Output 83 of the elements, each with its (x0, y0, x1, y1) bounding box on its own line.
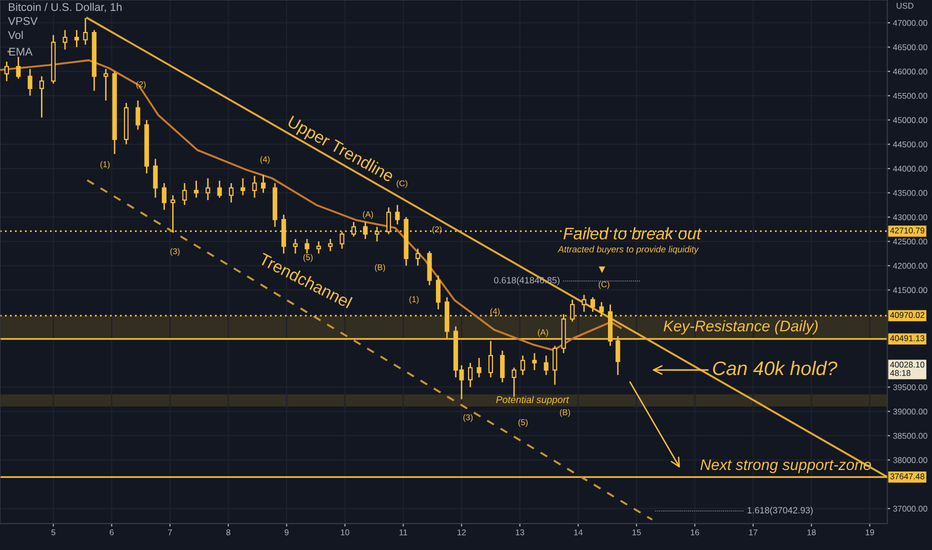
candlestick (74, 29, 79, 48)
y-tick-label: 42500.00 (893, 238, 928, 244)
annotation: (4) (490, 308, 500, 316)
annotation: (A) (538, 329, 548, 337)
annotation: Can 40k hold? (713, 360, 838, 376)
x-tick-label: 12 (458, 529, 466, 536)
annotation: (C) (598, 281, 610, 289)
candlestick (153, 158, 158, 198)
y-tick-label: 46000.00 (893, 68, 928, 74)
x-tick-label: 5 (51, 529, 56, 536)
text: 40028.10 (890, 362, 924, 368)
y-tick-label: 38000.00 (893, 457, 928, 464)
annotation: (1) (100, 161, 110, 169)
candlestick (194, 180, 199, 198)
annotation: (B) (374, 264, 386, 272)
x-tick-label: 7 (168, 529, 172, 536)
y-tick-label: 43000.00 (893, 214, 928, 220)
candlestick (217, 180, 222, 198)
x-tick-label: 16 (690, 529, 700, 536)
y-tick-label: 45000.00 (893, 117, 928, 124)
x-tick-label: 15 (632, 529, 641, 536)
annotation: (3) (463, 414, 473, 422)
candlestick (590, 296, 596, 313)
y-tick-label: 47000.00 (893, 20, 928, 26)
x-tick-label: 17 (749, 529, 758, 536)
candlestick (16, 56, 21, 80)
annotation: (3) (170, 248, 180, 256)
y-tick-label: 45500.00 (893, 92, 928, 99)
y-tick-label: 38500.00 (893, 432, 928, 439)
x-tick-label: 10 (340, 529, 350, 536)
ref-line-label: 40491.13 (890, 335, 924, 342)
candlestick (500, 350, 505, 383)
annotation: 1.618(37042.93) (748, 506, 813, 516)
y-tick-label: 41500.00 (893, 287, 928, 294)
y-axis-title: USD (896, 2, 914, 9)
candlestick (260, 174, 266, 194)
annotation: Attracted buyers to provide liquidity (558, 246, 699, 254)
candlestick (476, 357, 482, 378)
y-tick-label: 39500.00 (893, 384, 928, 390)
candlestick (532, 352, 537, 371)
y-tick-label: 44500.00 (893, 141, 928, 148)
annotation: (C) (396, 180, 408, 188)
y-tick-label: 39000.00 (893, 408, 928, 414)
candlestick (436, 274, 441, 310)
annotation: ▼ (598, 266, 606, 274)
y-tick-label: 46500.00 (893, 44, 928, 50)
candlestick (395, 204, 400, 226)
x-tick-label: 13 (516, 529, 524, 536)
x-tick-label: 6 (110, 529, 114, 536)
annotation: (1) (409, 296, 419, 304)
candlestick (304, 238, 310, 254)
x-tick-label: 14 (574, 529, 583, 536)
annotation: VPSV (8, 17, 38, 25)
y-tick-label: 43500.00 (893, 190, 928, 196)
ref-line-label: 37647.48 (890, 473, 924, 480)
band-label: Potential support (496, 396, 570, 406)
text: 48:18 (890, 370, 910, 376)
candlestick (162, 182, 166, 211)
candlestick (136, 100, 140, 130)
band-label: Key-Resistance (Daily) (664, 320, 818, 334)
y-tick-label: 37000.00 (893, 506, 928, 512)
annotation: (A) (362, 211, 374, 219)
annotation: Next strong support-zone (700, 459, 871, 474)
annotation: (5) (518, 419, 528, 427)
candlestick (28, 68, 32, 96)
x-tick-label: 11 (400, 529, 408, 536)
annotation: Vol (8, 30, 23, 39)
candlestick (552, 345, 558, 386)
ref-line-label: 40970.02 (890, 312, 924, 318)
candlestick (582, 294, 586, 313)
x-tick-label: 18 (807, 529, 816, 536)
annotation: (4) (260, 156, 270, 164)
chart-title: Bitcoin / U.S. Dollar, 1h (8, 2, 122, 12)
y-tick-label: 44000.00 (893, 166, 928, 172)
candlestick (544, 354, 548, 376)
candlestick (240, 178, 246, 196)
ref-line-label: 42710.79 (890, 228, 924, 234)
y-tick-label: 42000.00 (893, 262, 928, 269)
annotation: (B) (560, 409, 570, 417)
x-tick-label: 9 (284, 529, 289, 536)
x-tick-label: 8 (226, 529, 230, 536)
legend-label: EMA (9, 48, 32, 56)
x-tick-label: 19 (866, 529, 874, 536)
